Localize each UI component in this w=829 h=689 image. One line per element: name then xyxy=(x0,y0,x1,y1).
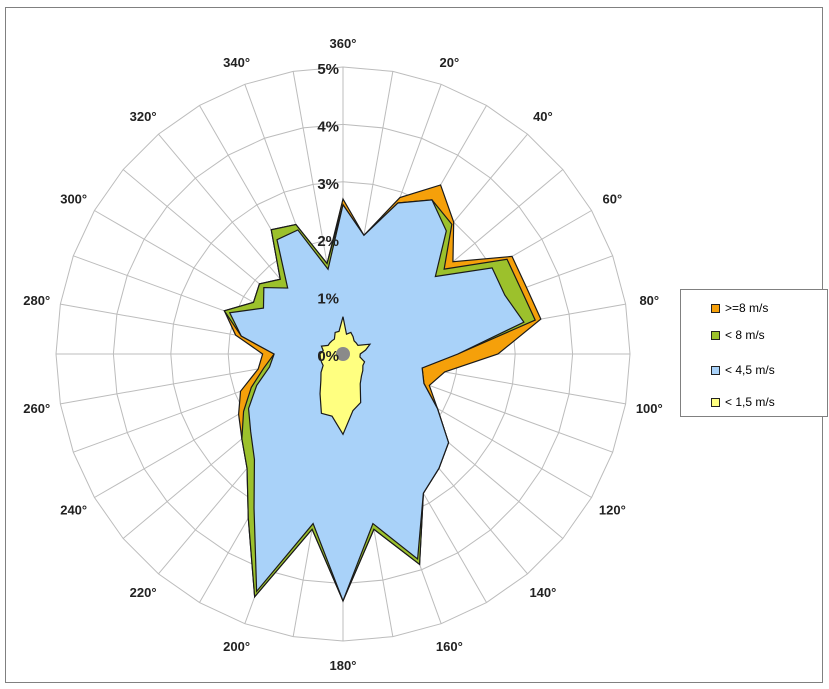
legend-label: < 1,5 m/s xyxy=(725,395,775,409)
radial-tick-label: 3% xyxy=(317,176,339,193)
direction-label: 280° xyxy=(23,293,50,308)
direction-label: 80° xyxy=(639,293,659,308)
direction-label: 360° xyxy=(330,36,357,51)
center-dot xyxy=(336,347,350,361)
direction-label: 100° xyxy=(636,401,663,416)
legend: >=8 m/s < 8 m/s < 4,5 m/s < 1,5 m/s xyxy=(680,289,828,417)
legend-swatch xyxy=(711,365,720,375)
legend-label: < 8 m/s xyxy=(725,328,765,342)
series-area xyxy=(228,199,525,603)
series-areas xyxy=(223,184,542,603)
direction-label: 240° xyxy=(60,503,87,518)
legend-item: < 4,5 m/s xyxy=(711,362,775,378)
legend-swatch xyxy=(711,397,720,407)
direction-label: 300° xyxy=(60,192,87,207)
direction-label: 20° xyxy=(440,55,460,70)
direction-label: 140° xyxy=(529,585,556,600)
direction-labels: 360° 20° 40° 60° 80° 100° 120° 140° 160° 180° 200°… xyxy=(23,36,662,673)
legend-label: < 4,5 m/s xyxy=(725,363,775,377)
radial-tick-labels: 0% 1% 2% 3% 4% 5% xyxy=(317,61,339,365)
series-area xyxy=(319,316,372,436)
legend-item: < 8 m/s xyxy=(711,327,765,343)
legend-swatch xyxy=(711,303,720,313)
legend-label: >=8 m/s xyxy=(725,301,769,315)
radial-tick-label: 1% xyxy=(317,291,339,308)
direction-label: 220° xyxy=(130,585,157,600)
wind-rose-chart: 360° 20° 40° 60° 80° 100° 120° 140° 160° 180° 200°… xyxy=(23,36,662,673)
legend-item: < 1,5 m/s xyxy=(711,394,775,410)
direction-label: 160° xyxy=(436,639,463,654)
direction-label: 120° xyxy=(599,503,626,518)
legend-swatch xyxy=(711,330,720,340)
radial-tick-label: 5% xyxy=(317,61,339,78)
radial-tick-label: 4% xyxy=(317,118,339,135)
direction-label: 260° xyxy=(23,401,50,416)
radial-tick-label: 2% xyxy=(317,233,339,250)
direction-label: 180° xyxy=(330,658,357,673)
radial-tick-label: 0% xyxy=(317,348,339,365)
direction-label: 60° xyxy=(602,192,622,207)
direction-label: 40° xyxy=(533,109,553,124)
legend-item: >=8 m/s xyxy=(711,300,768,316)
direction-label: 200° xyxy=(223,639,250,654)
direction-label: 320° xyxy=(130,109,157,124)
direction-label: 340° xyxy=(223,55,250,70)
